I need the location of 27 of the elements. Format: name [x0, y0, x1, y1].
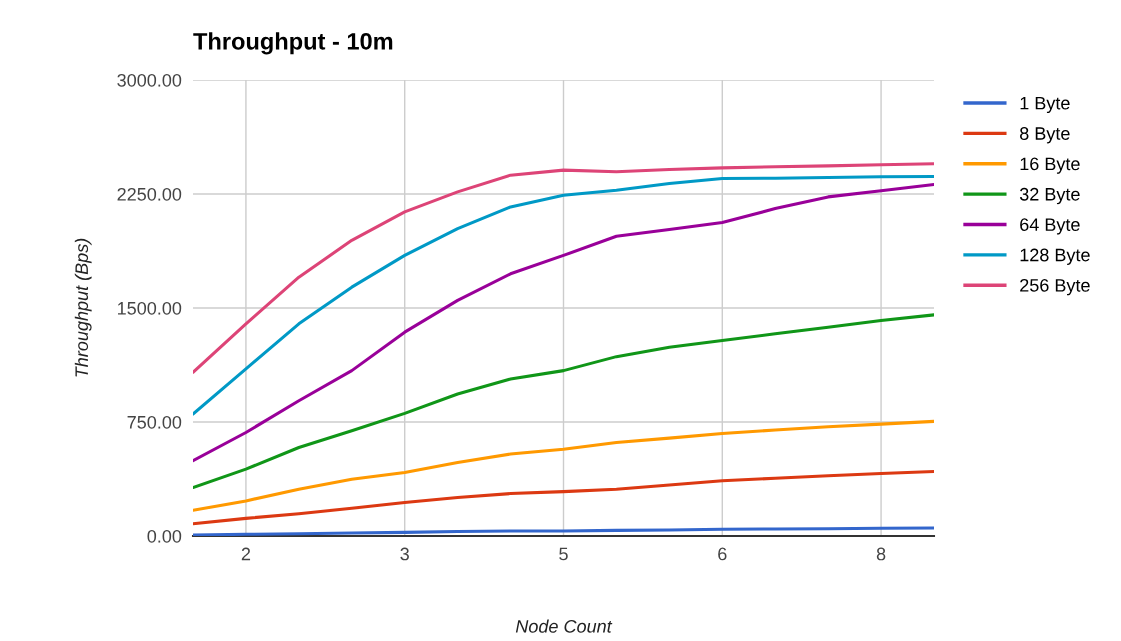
- x-tick-label: 2: [241, 547, 251, 561]
- line-series: [193, 313, 934, 490]
- y-tick-label: 3000.00: [117, 73, 182, 87]
- legend-label: 64 Byte: [1020, 218, 1080, 235]
- line-series: [193, 419, 934, 512]
- y-tick-label: 0.00: [147, 529, 182, 543]
- legend-label: 32 Byte: [1019, 187, 1080, 205]
- x-axis-title: Node Count: [515, 619, 613, 633]
- line-series: [193, 526, 934, 536]
- chart-title: Throughput - 10m: [193, 32, 393, 55]
- line-series: [193, 183, 934, 463]
- x-tick-label: 5: [559, 547, 568, 561]
- y-tick-label: 2250.00: [117, 187, 182, 201]
- y-tick-label: 750.00: [127, 415, 182, 429]
- line-series: [193, 174, 934, 416]
- legend-label: 128 Byte: [1020, 248, 1090, 265]
- legend-label: 16 Byte: [1020, 157, 1080, 174]
- x-tick-label: 8: [876, 547, 886, 561]
- legend-label: 1 Byte: [1020, 96, 1070, 114]
- y-tick-label: 1500.00: [118, 301, 182, 315]
- x-tick-label: 3: [400, 547, 409, 561]
- legend-label: 8 Byte: [1020, 127, 1070, 144]
- x-tick-label: 6: [718, 547, 727, 561]
- legend-label: 256 Byte: [1020, 278, 1090, 296]
- line-series: [193, 162, 934, 374]
- line-series: [193, 470, 934, 526]
- y-axis-title: Throughput (Bps): [74, 238, 92, 377]
